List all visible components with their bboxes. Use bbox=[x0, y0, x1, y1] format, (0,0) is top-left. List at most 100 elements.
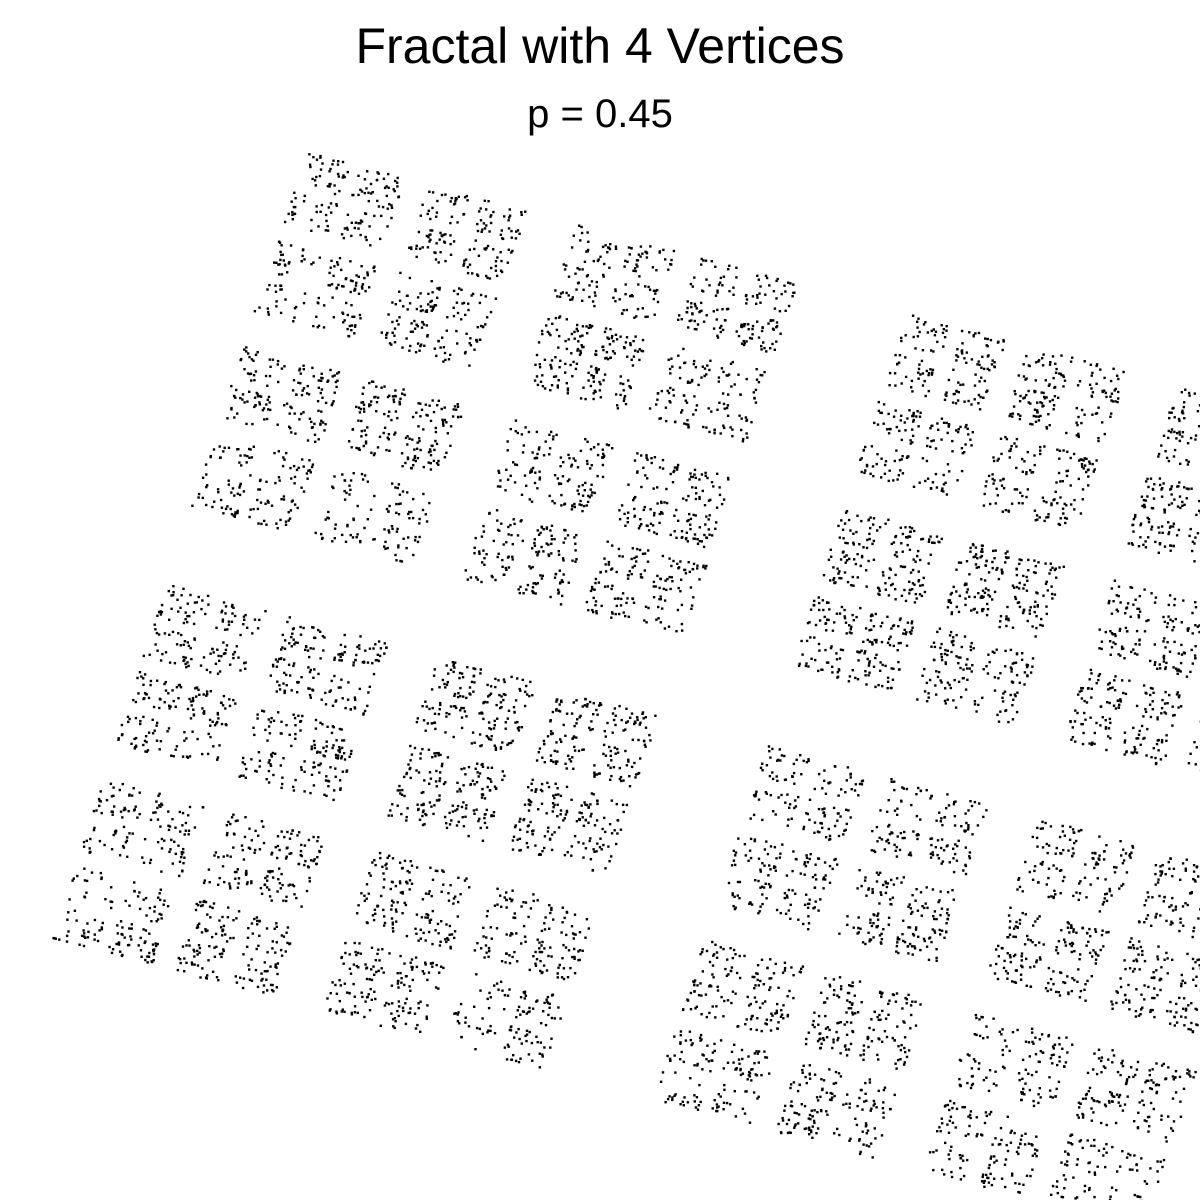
data-point bbox=[923, 906, 926, 910]
data-point bbox=[543, 387, 547, 390]
data-point bbox=[1065, 504, 1068, 507]
data-point bbox=[505, 468, 508, 471]
data-point bbox=[976, 1132, 979, 1136]
data-point bbox=[964, 863, 967, 867]
data-point bbox=[745, 377, 748, 381]
data-point bbox=[884, 522, 887, 525]
data-point bbox=[479, 672, 482, 675]
data-point bbox=[921, 384, 925, 387]
data-point bbox=[985, 1025, 988, 1028]
data-point bbox=[405, 880, 408, 884]
data-point bbox=[1198, 404, 1200, 407]
data-point bbox=[98, 839, 102, 843]
data-point bbox=[462, 801, 465, 804]
data-point bbox=[234, 511, 237, 514]
data-point bbox=[292, 785, 295, 789]
data-point bbox=[291, 883, 294, 887]
data-point bbox=[425, 813, 428, 817]
data-point bbox=[1042, 594, 1045, 597]
data-point bbox=[591, 587, 594, 591]
data-point bbox=[434, 258, 438, 261]
data-point bbox=[991, 650, 994, 653]
data-point bbox=[1150, 976, 1153, 979]
data-point bbox=[694, 514, 697, 517]
data-point bbox=[558, 315, 562, 318]
data-point bbox=[446, 756, 450, 759]
data-point bbox=[122, 846, 126, 849]
data-point bbox=[180, 856, 183, 859]
data-point bbox=[474, 536, 477, 540]
data-point bbox=[1171, 705, 1174, 708]
data-point bbox=[894, 535, 897, 539]
data-point bbox=[1121, 1064, 1125, 1068]
data-point bbox=[685, 423, 688, 426]
data-point bbox=[946, 698, 949, 701]
data-point bbox=[1018, 1191, 1021, 1194]
data-point bbox=[647, 549, 650, 552]
data-point bbox=[549, 333, 552, 337]
data-point bbox=[336, 756, 340, 760]
data-point bbox=[312, 626, 315, 629]
data-point bbox=[1195, 513, 1198, 517]
data-point bbox=[1050, 503, 1053, 507]
data-point bbox=[984, 485, 987, 488]
data-point bbox=[1171, 629, 1174, 632]
data-point bbox=[646, 477, 649, 480]
data-point bbox=[1093, 742, 1096, 746]
data-point bbox=[1077, 693, 1080, 696]
data-point bbox=[206, 929, 209, 932]
data-point bbox=[559, 1017, 562, 1020]
data-point bbox=[528, 1030, 531, 1034]
data-point bbox=[624, 728, 627, 731]
data-point bbox=[1112, 1054, 1116, 1057]
data-point bbox=[82, 929, 85, 932]
data-point bbox=[589, 384, 593, 388]
data-point bbox=[882, 1101, 885, 1104]
data-point bbox=[159, 698, 162, 701]
data-point bbox=[535, 430, 539, 434]
data-point bbox=[271, 983, 274, 987]
data-point bbox=[242, 756, 245, 760]
data-point bbox=[911, 626, 914, 629]
data-point bbox=[290, 406, 293, 410]
data-point bbox=[1134, 1073, 1137, 1077]
data-point bbox=[1103, 376, 1106, 380]
data-point bbox=[433, 347, 436, 350]
data-point bbox=[1142, 1103, 1145, 1107]
data-point bbox=[929, 837, 932, 841]
data-point bbox=[226, 854, 229, 857]
data-point bbox=[541, 849, 544, 853]
data-point bbox=[972, 647, 975, 650]
data-point bbox=[557, 482, 561, 486]
data-point bbox=[1086, 1071, 1090, 1075]
data-point bbox=[438, 944, 442, 947]
data-point bbox=[1008, 933, 1012, 936]
data-point bbox=[500, 706, 503, 709]
data-point bbox=[748, 849, 752, 852]
data-point bbox=[979, 556, 982, 559]
data-point bbox=[683, 1096, 686, 1099]
data-point bbox=[763, 848, 767, 851]
data-point bbox=[280, 657, 283, 660]
data-point bbox=[656, 574, 659, 578]
data-point bbox=[197, 944, 201, 947]
data-point bbox=[1065, 431, 1068, 435]
data-point bbox=[367, 691, 370, 694]
data-point bbox=[919, 948, 922, 952]
data-point bbox=[1105, 395, 1108, 399]
data-point bbox=[321, 635, 325, 638]
data-point bbox=[401, 788, 404, 792]
data-point bbox=[482, 926, 485, 930]
data-point bbox=[740, 323, 743, 326]
data-point bbox=[895, 425, 898, 429]
data-point bbox=[1151, 687, 1154, 690]
data-point bbox=[275, 305, 278, 308]
data-point bbox=[354, 698, 357, 701]
data-point bbox=[582, 856, 585, 859]
data-point bbox=[546, 330, 550, 334]
data-point bbox=[535, 550, 538, 554]
data-point bbox=[1091, 741, 1094, 744]
data-point bbox=[505, 891, 508, 894]
data-point bbox=[900, 339, 903, 343]
data-point bbox=[462, 825, 466, 828]
